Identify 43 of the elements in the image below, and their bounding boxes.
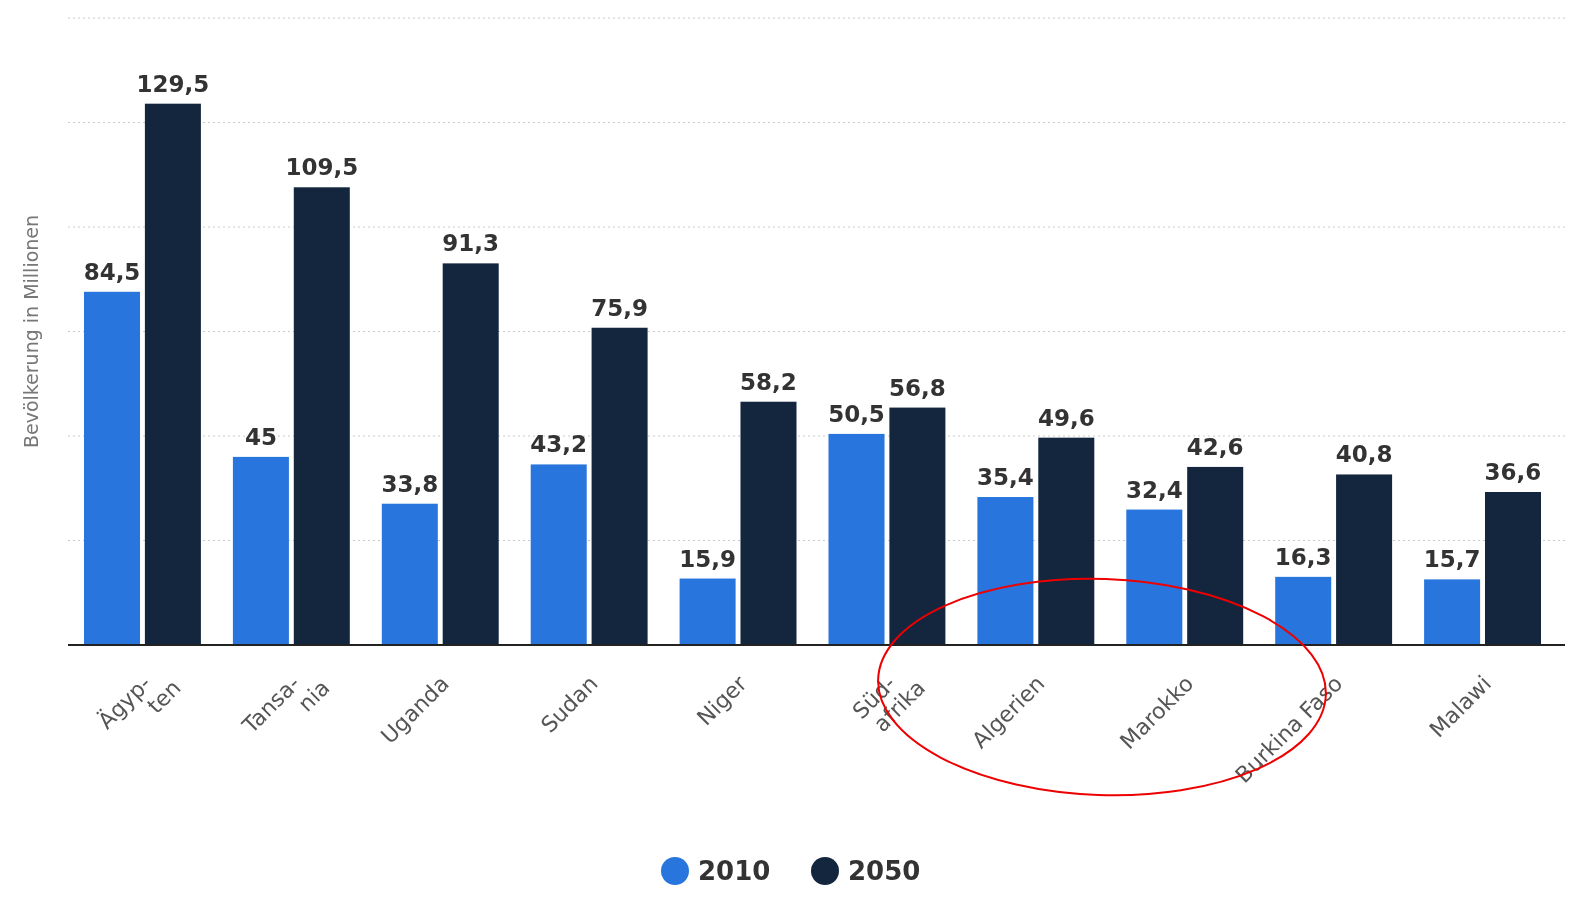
bar xyxy=(381,503,438,645)
data-label: 45 xyxy=(244,423,277,450)
bar xyxy=(1275,576,1332,645)
legend-label: 2010 xyxy=(698,856,771,886)
data-label: 91,3 xyxy=(442,230,500,257)
bar xyxy=(84,291,141,645)
data-label: 56,8 xyxy=(889,374,946,401)
data-label: 129,5 xyxy=(136,70,210,97)
bar xyxy=(1126,509,1183,645)
bar xyxy=(977,497,1034,645)
bar xyxy=(1187,466,1244,645)
bar xyxy=(1484,492,1541,645)
data-label: 84,5 xyxy=(83,258,141,285)
bar xyxy=(144,103,201,645)
data-label: 43,2 xyxy=(530,431,588,458)
bar xyxy=(679,578,736,645)
data-label: 15,9 xyxy=(679,545,736,572)
data-label: 36,6 xyxy=(1484,459,1542,486)
bar xyxy=(232,456,289,645)
bar xyxy=(293,187,350,645)
data-label: 42,6 xyxy=(1186,433,1244,460)
bar xyxy=(1038,437,1095,645)
data-label: 109,5 xyxy=(285,154,359,181)
data-label: 32,4 xyxy=(1125,476,1183,503)
bar xyxy=(1336,474,1393,645)
bar xyxy=(828,433,885,645)
data-label: 75,9 xyxy=(591,294,648,321)
data-label: 16,3 xyxy=(1274,543,1332,570)
bar xyxy=(442,263,499,645)
data-label: 35,4 xyxy=(977,464,1034,491)
legend-label: 2050 xyxy=(848,856,921,886)
y-axis-title: Bevölkerung in Millionen xyxy=(20,214,42,449)
data-label: 50,5 xyxy=(828,400,885,427)
data-label: 40,8 xyxy=(1335,441,1393,468)
bar xyxy=(1424,579,1481,645)
data-label: 58,2 xyxy=(740,368,797,395)
data-label: 49,6 xyxy=(1037,404,1095,431)
bar xyxy=(591,327,648,645)
data-label: 33,8 xyxy=(381,470,439,497)
data-label: 15,7 xyxy=(1423,546,1481,573)
bar xyxy=(530,464,587,645)
bar xyxy=(740,401,797,645)
bar xyxy=(889,407,946,645)
